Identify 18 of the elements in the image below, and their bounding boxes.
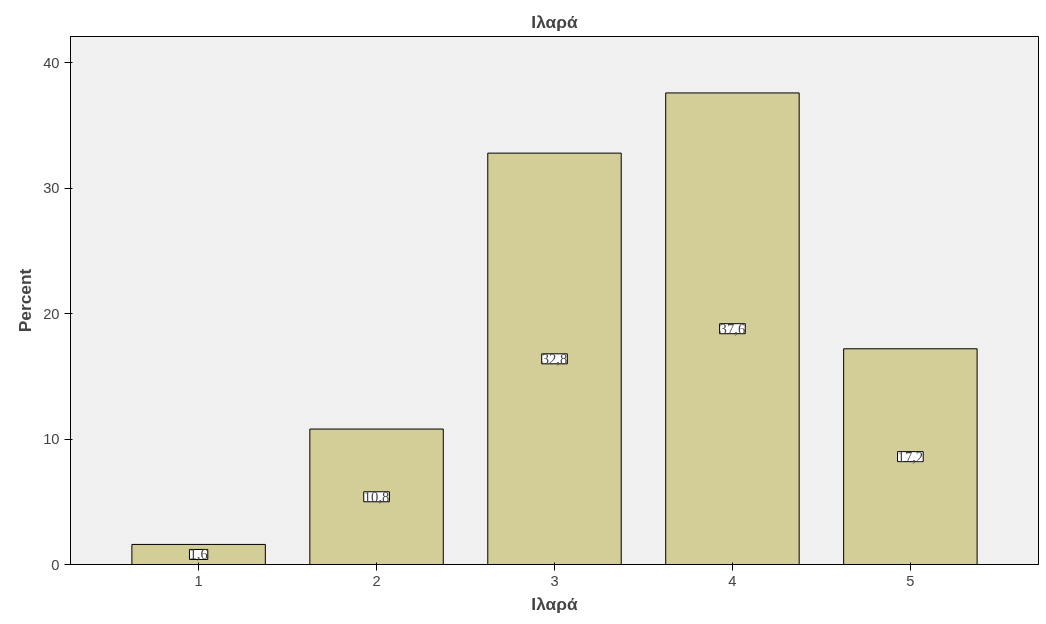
x-tick-label: 5 [906, 572, 915, 589]
y-tick-label: 10 [43, 431, 60, 448]
y-tick-label: 20 [43, 305, 60, 322]
x-axis-title: Ιλαρά [531, 593, 578, 614]
data-label: 17,2 [897, 448, 924, 465]
x-tick-label: 4 [728, 572, 737, 589]
data-label: 32,8 [541, 350, 568, 367]
y-axis-title: Percent [15, 268, 36, 333]
data-label: 37,6 [719, 320, 746, 337]
y-tick-label: 30 [43, 180, 60, 197]
data-label: 1,6 [189, 546, 208, 563]
x-tick-label: 2 [372, 572, 381, 589]
data-label: 10,8 [363, 488, 390, 505]
x-tick-label: 1 [194, 572, 203, 589]
y-tick-label: 0 [51, 556, 60, 573]
y-tick-label: 40 [43, 54, 60, 71]
x-tick-label: 3 [550, 572, 559, 589]
chart-title: Ιλαρά [531, 11, 578, 32]
